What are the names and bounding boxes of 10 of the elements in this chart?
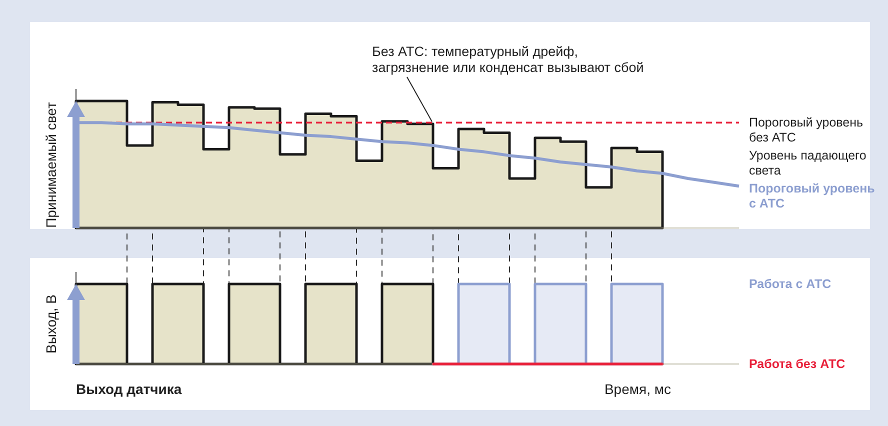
text: Работа с АТС <box>749 277 832 291</box>
text: Выход датчика <box>76 381 182 397</box>
x-axis-title: Время, мс <box>604 381 671 397</box>
text: Уровень падающего света <box>749 148 866 178</box>
y-axis-title: Принимаемый свет <box>43 102 59 228</box>
ref-line-label: Пороговый уровень без АТС <box>749 116 864 145</box>
series-label: Пороговый уровень с АТС <box>749 182 876 211</box>
text: Работа без АТС <box>749 357 846 371</box>
text: Без АТС: температурный дрейф, загрязнение или конденсат вызывают сбой <box>372 44 644 75</box>
y-axis-title: Выход, В <box>43 294 59 354</box>
